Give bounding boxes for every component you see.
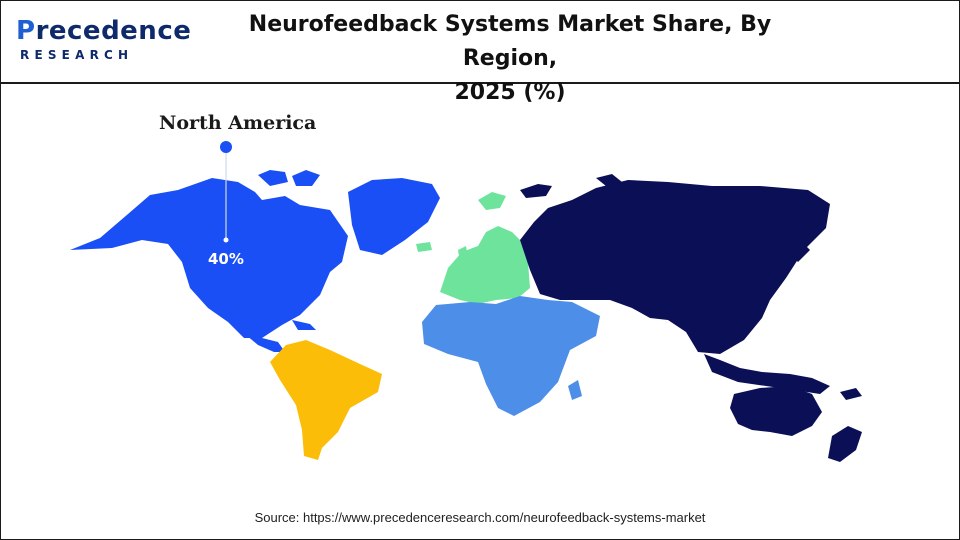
title-line-2: 2025 (%) xyxy=(454,80,566,105)
brand-logo: Precedence RESEARCH xyxy=(14,16,191,66)
world-map xyxy=(70,141,862,462)
region-middle-east-africa xyxy=(422,296,600,416)
region-europe xyxy=(416,192,530,304)
logo-subtitle: RESEARCH xyxy=(20,48,134,62)
region-north-america xyxy=(70,170,440,352)
callout-value-label: 40% xyxy=(208,250,244,268)
callout-marker-dot xyxy=(220,141,232,153)
callout-region-label: North America xyxy=(159,112,317,134)
region-asia-pacific xyxy=(520,174,862,462)
north-america-callout xyxy=(220,141,232,243)
region-latin-america xyxy=(270,340,382,460)
logo-wordmark: Precedence xyxy=(16,16,192,46)
title-line-1: Neurofeedback Systems Market Share, By R… xyxy=(248,12,772,71)
source-note: Source: https://www.precedenceresearch.c… xyxy=(254,510,706,525)
header: Precedence RESEARCH Neurofeedback System… xyxy=(0,0,960,105)
chart-title: Neurofeedback Systems Market Share, By R… xyxy=(230,8,790,110)
callout-anchor-dot xyxy=(223,237,229,243)
